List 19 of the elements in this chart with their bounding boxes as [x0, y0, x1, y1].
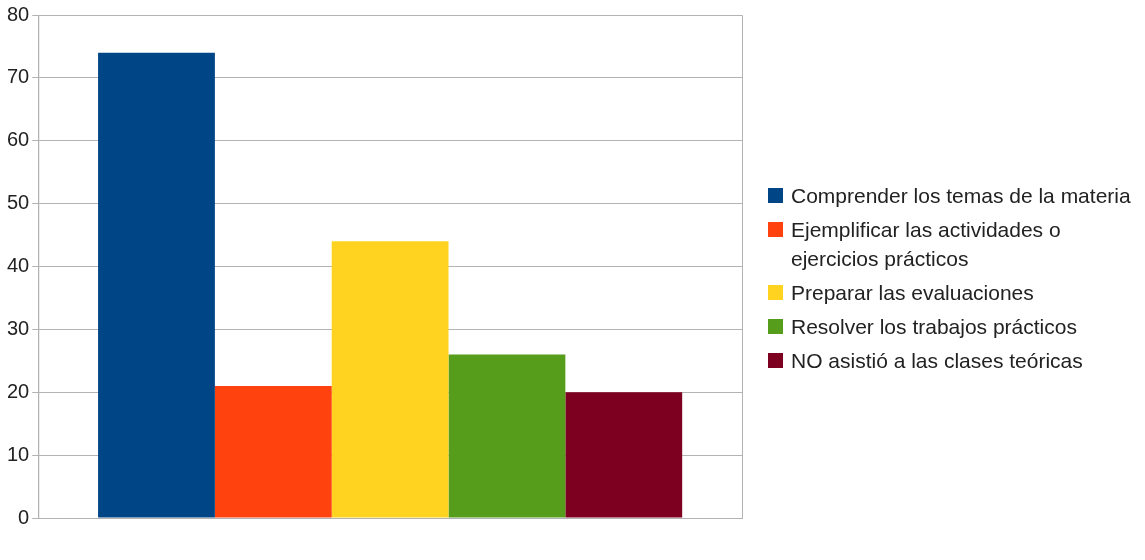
y-tick-label: 30: [7, 316, 30, 339]
legend-label: Resolver los trabajos prácticos: [791, 313, 1077, 340]
legend-label: NO asistió a las clases teóricas: [791, 347, 1083, 374]
legend-label: Preparar las evaluaciones: [791, 279, 1034, 306]
y-tick-label: 0: [18, 505, 30, 528]
y-tick-label: 80: [7, 2, 30, 25]
bar: [448, 354, 566, 518]
legend-label: Comprender los temas de la materia: [791, 182, 1131, 209]
bar: [214, 385, 332, 518]
legend-label: Ejemplificar las actividades o ejercicios prácticos: [791, 216, 1062, 272]
bar: [98, 52, 215, 518]
y-tick-label: 50: [7, 191, 30, 214]
y-tick-label: 20: [7, 379, 30, 402]
y-tick-label: 40: [7, 254, 30, 277]
y-tick-label: 10: [7, 442, 30, 465]
bar: [331, 241, 449, 518]
y-tick-label: 70: [7, 65, 30, 88]
y-tick-label: 60: [7, 128, 30, 151]
bar: [565, 392, 683, 518]
